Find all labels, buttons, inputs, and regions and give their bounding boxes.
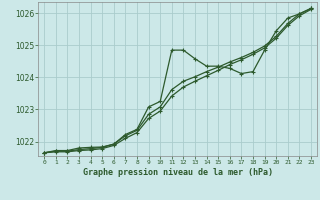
X-axis label: Graphe pression niveau de la mer (hPa): Graphe pression niveau de la mer (hPa) bbox=[83, 168, 273, 177]
